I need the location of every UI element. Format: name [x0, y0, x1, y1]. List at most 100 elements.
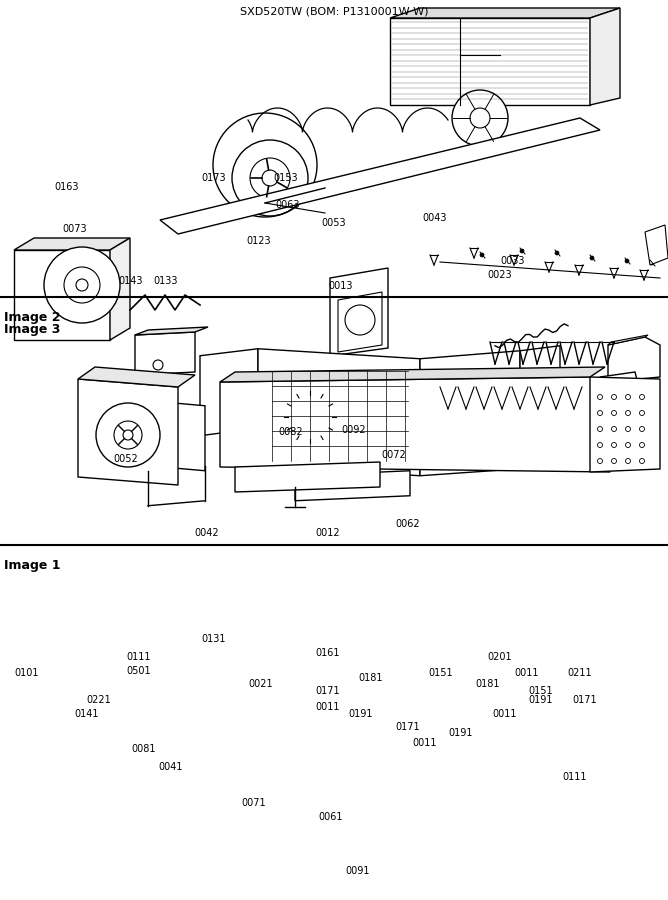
Circle shape [153, 360, 163, 370]
Text: 0123: 0123 [247, 236, 271, 247]
Text: 0041: 0041 [158, 761, 182, 772]
Text: 0201: 0201 [488, 652, 512, 662]
Polygon shape [160, 118, 600, 234]
Text: 0111: 0111 [562, 771, 587, 782]
Circle shape [639, 427, 645, 431]
Text: Image 1: Image 1 [4, 559, 61, 572]
Circle shape [262, 170, 278, 186]
Circle shape [639, 394, 645, 400]
Circle shape [639, 443, 645, 447]
Circle shape [345, 305, 375, 335]
Circle shape [250, 158, 290, 198]
Circle shape [452, 90, 508, 146]
Text: Image 3: Image 3 [4, 323, 60, 336]
Circle shape [611, 410, 617, 416]
Circle shape [611, 443, 617, 447]
Circle shape [288, 395, 332, 439]
Polygon shape [338, 292, 382, 352]
Polygon shape [390, 18, 590, 105]
Circle shape [520, 249, 524, 253]
Text: 0143: 0143 [118, 275, 142, 286]
Circle shape [625, 427, 631, 431]
Text: 0061: 0061 [319, 812, 343, 823]
Circle shape [96, 403, 160, 467]
Circle shape [625, 458, 631, 464]
Text: 0501: 0501 [127, 665, 151, 676]
Polygon shape [390, 8, 620, 18]
Polygon shape [235, 462, 380, 492]
Text: 0161: 0161 [315, 647, 339, 658]
Circle shape [597, 394, 603, 400]
Text: 0082: 0082 [279, 427, 303, 437]
Polygon shape [590, 377, 660, 472]
Text: 0012: 0012 [315, 527, 339, 538]
Polygon shape [135, 327, 208, 335]
Text: 0191: 0191 [349, 708, 373, 719]
Text: 0011: 0011 [514, 668, 538, 679]
Text: 0052: 0052 [113, 454, 138, 464]
Polygon shape [14, 250, 110, 340]
Circle shape [480, 253, 484, 257]
Polygon shape [135, 400, 205, 481]
Text: 0163: 0163 [55, 182, 79, 193]
Text: 0043: 0043 [422, 212, 446, 223]
Text: 0071: 0071 [242, 797, 266, 808]
Circle shape [625, 259, 629, 263]
Text: 0151: 0151 [429, 668, 453, 679]
Text: 0073: 0073 [63, 224, 87, 235]
Circle shape [597, 458, 603, 464]
Text: 0151: 0151 [529, 686, 553, 697]
Circle shape [597, 410, 603, 416]
Text: 0011: 0011 [492, 708, 516, 719]
Text: 0181: 0181 [359, 672, 383, 683]
Text: 0033: 0033 [501, 256, 525, 266]
Text: 0153: 0153 [274, 173, 298, 184]
Circle shape [114, 421, 142, 449]
Text: SXD520TW (BOM: P1310001W W): SXD520TW (BOM: P1310001W W) [240, 6, 428, 16]
Polygon shape [220, 367, 605, 382]
Polygon shape [295, 471, 410, 500]
Polygon shape [330, 268, 388, 356]
Text: 0133: 0133 [154, 275, 178, 286]
Text: 0171: 0171 [395, 722, 420, 733]
Polygon shape [220, 377, 610, 472]
Circle shape [639, 410, 645, 416]
Text: 0011: 0011 [412, 737, 436, 748]
Circle shape [64, 267, 100, 303]
Circle shape [611, 427, 617, 431]
Polygon shape [420, 351, 520, 476]
Circle shape [123, 430, 133, 440]
Text: 0171: 0171 [572, 695, 597, 706]
Text: 0081: 0081 [132, 743, 156, 754]
Text: 0021: 0021 [248, 679, 273, 689]
Text: 0023: 0023 [488, 269, 512, 280]
Circle shape [611, 458, 617, 464]
Text: 0221: 0221 [86, 695, 112, 706]
Text: 0053: 0053 [322, 218, 346, 229]
Text: 0171: 0171 [315, 686, 339, 697]
Polygon shape [78, 379, 178, 485]
Text: 0141: 0141 [75, 708, 99, 719]
Text: 0191: 0191 [529, 695, 553, 706]
Text: 0111: 0111 [127, 652, 151, 662]
Text: 0101: 0101 [15, 668, 39, 679]
Text: 0092: 0092 [342, 425, 366, 436]
Text: 0011: 0011 [315, 701, 339, 712]
Polygon shape [258, 348, 420, 476]
Circle shape [232, 140, 308, 216]
Text: 0072: 0072 [381, 449, 407, 460]
Circle shape [470, 108, 490, 128]
Polygon shape [590, 8, 620, 105]
Circle shape [44, 247, 120, 323]
Polygon shape [608, 335, 648, 345]
Circle shape [625, 394, 631, 400]
Polygon shape [645, 225, 668, 265]
Circle shape [611, 394, 617, 400]
Polygon shape [608, 337, 660, 382]
Text: 0181: 0181 [476, 679, 500, 689]
Circle shape [639, 458, 645, 464]
Circle shape [625, 410, 631, 416]
Circle shape [650, 261, 654, 265]
Text: 0013: 0013 [329, 281, 353, 292]
Text: 0191: 0191 [449, 728, 473, 739]
